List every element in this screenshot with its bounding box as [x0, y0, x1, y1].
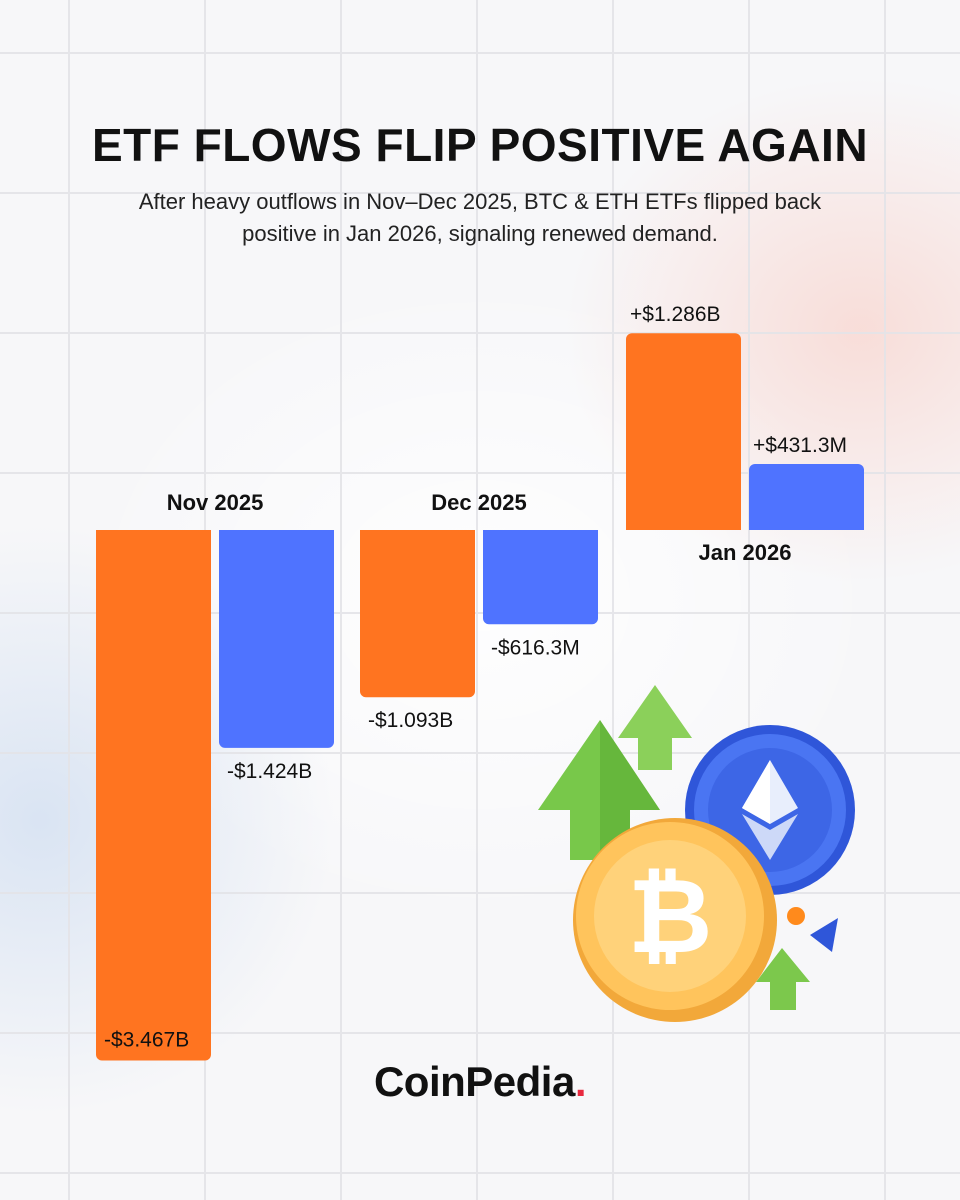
decor-cone	[810, 918, 838, 952]
bar-base-1-2	[749, 522, 864, 530]
bar-base-0-0	[96, 530, 211, 538]
svg-text:₿: ₿	[628, 855, 713, 977]
bar-base-1-1	[483, 530, 598, 538]
up-arrow-icon	[756, 948, 810, 1010]
bitcoin-coin-icon: ₿	[573, 818, 777, 1022]
bar-base-0-1	[360, 530, 475, 538]
data-label: +$1.286B	[630, 303, 721, 326]
bar-base-1-0	[219, 530, 334, 538]
bar-eth-2	[749, 464, 864, 530]
crypto-illustration: ₿	[538, 685, 855, 1022]
bar-base-0-2	[626, 522, 741, 530]
category-label: Jan 2026	[699, 540, 792, 565]
chart-title: ETF FLOWS FLIP POSITIVE AGAIN	[91, 119, 869, 171]
bar-eth-0	[219, 530, 334, 748]
data-label: -$1.093B	[368, 709, 453, 732]
bar-eth-1	[483, 530, 598, 625]
data-label: -$1.424B	[227, 760, 312, 783]
brand-name: CoinPedia	[373, 1058, 575, 1105]
brand-logo: CoinPedia.	[0, 1058, 960, 1106]
chart-subtitle: After heavy outflows in Nov–Dec 2025, BT…	[138, 189, 822, 246]
bar-btc-2	[626, 333, 741, 530]
data-label: +$431.3M	[753, 434, 847, 457]
up-arrow-icon	[618, 685, 692, 770]
up-arrow-icon	[538, 720, 660, 860]
bar-btc-1	[360, 530, 475, 698]
bar-btc-0	[96, 530, 211, 1061]
data-label: -$3.467B	[104, 1028, 189, 1051]
category-label: Dec 2025	[431, 490, 526, 515]
decor-dot	[787, 907, 805, 925]
data-label: -$616.3M	[491, 636, 580, 659]
brand-dot: .	[574, 1058, 587, 1105]
category-label: Nov 2025	[167, 490, 264, 515]
